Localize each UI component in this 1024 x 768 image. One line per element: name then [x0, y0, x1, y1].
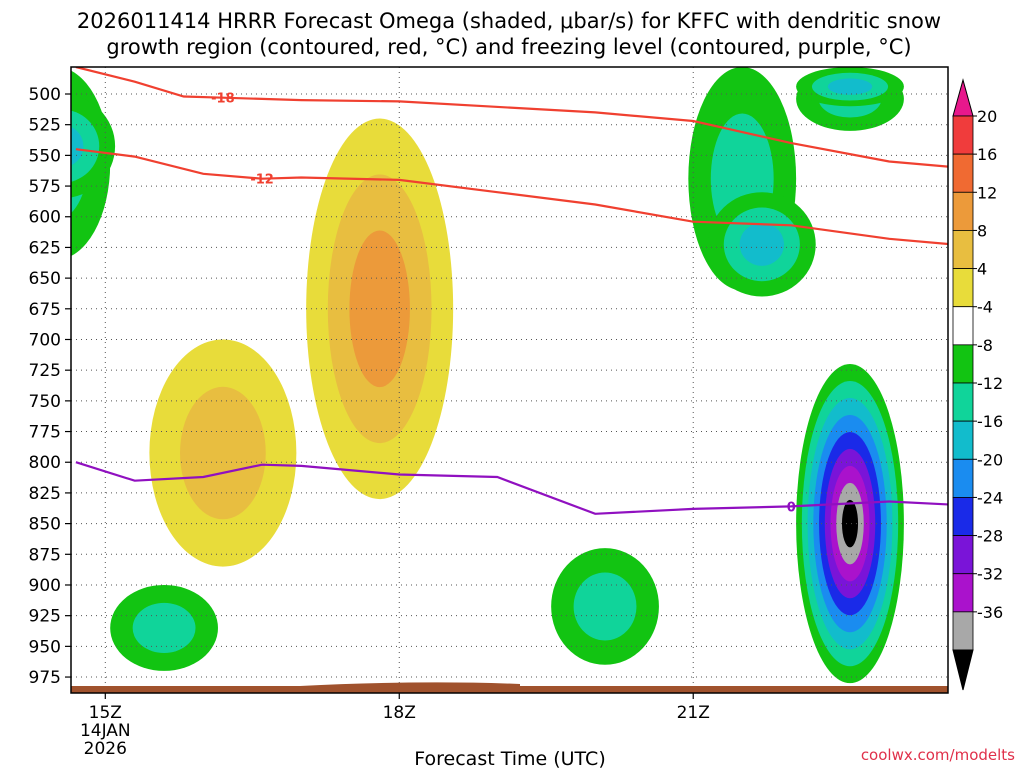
omega-region [71, 126, 84, 166]
colorbar-bin [952, 458, 974, 498]
terrain-bump [300, 682, 520, 686]
contour-label: 0 [787, 500, 796, 515]
y-tick-label: 550 [29, 146, 61, 166]
colorbar-label: -8 [977, 336, 993, 355]
y-tick-label: 950 [29, 637, 61, 657]
y-tick-label: 525 [29, 116, 61, 136]
colorbar-bin [952, 497, 974, 536]
y-tick-label: 975 [29, 668, 61, 688]
colorbar-bin [952, 153, 974, 193]
y-tick-label: 750 [29, 392, 61, 412]
chart-title-line-1: 2026011414 HRRR Forecast Omega (shaded, … [77, 9, 941, 33]
x-tick-label: 21Z [677, 703, 710, 723]
contour-line [75, 67, 948, 168]
contour-lines: -18-18-12-120 [75, 67, 948, 515]
contour-label: -18 [211, 92, 235, 107]
omega-region [180, 386, 266, 520]
terrain-ground [71, 686, 948, 693]
credit-text: coolwx.com/modelts [861, 746, 1015, 764]
chart-title-line-2: growth region (contoured, red, °C) and f… [106, 35, 911, 59]
omega-region [827, 78, 873, 95]
y-tick-label: 825 [29, 484, 61, 504]
colorbar-label: -24 [977, 488, 1003, 507]
omega-region [71, 110, 100, 182]
x-tick-year: 2026 [84, 739, 127, 759]
y-tick-label: 800 [29, 453, 61, 473]
omega-region [739, 222, 785, 266]
colorbar-bin [952, 420, 974, 460]
colorbar-label: 12 [977, 183, 997, 202]
y-tick-label: 700 [29, 330, 61, 350]
colorbar-bin [952, 344, 974, 384]
colorbar-bin [952, 230, 974, 269]
colorbar-label: 4 [977, 260, 987, 279]
colorbar-bin [952, 611, 974, 651]
y-tick-label: 675 [29, 300, 61, 320]
omega-region [132, 602, 196, 654]
x-tick-date: 14JAN [80, 721, 131, 741]
plot-frame [70, 66, 949, 694]
plot-area: -18-18-12-120 [71, 67, 948, 693]
y-tick-label: 900 [29, 576, 61, 596]
colorbar-label: -12 [977, 374, 1003, 393]
colorbar-label: -36 [977, 603, 1003, 622]
colorbar: 20 16 12 8 4 -4 -8 -12 -16 -20 -24 -28 -32 -36 [952, 78, 1003, 691]
colorbar-bin [952, 268, 974, 308]
colorbar-label: 8 [977, 221, 987, 240]
colorbar-label: -16 [977, 412, 1003, 431]
colorbar-top-arrow [952, 78, 974, 117]
y-tick-label: 600 [29, 208, 61, 228]
x-tick-label: 18Z [383, 703, 416, 723]
colorbar-bin [952, 535, 974, 575]
colorbar-label: -4 [977, 298, 993, 317]
contour-label: -12 [250, 173, 274, 188]
x-tick-label: 15Z [89, 703, 122, 723]
y-axis: 500 525 550 575 600 625 650 675 700 725 750 775 800 8… [29, 85, 71, 688]
contour-line [75, 148, 948, 246]
omega-shading [71, 67, 904, 684]
omega-region [841, 499, 859, 548]
y-tick-label: 875 [29, 545, 61, 565]
colorbar-label: -28 [977, 527, 1003, 546]
x-axis-title: Forecast Time (UTC) [414, 748, 605, 768]
y-tick-label: 850 [29, 515, 61, 535]
colorbar-label: 20 [977, 107, 997, 126]
grid-lines [71, 67, 948, 693]
y-tick-label: 625 [29, 238, 61, 258]
colorbar-label: -20 [977, 450, 1003, 469]
omega-region [349, 230, 410, 388]
y-tick-label: 500 [29, 85, 61, 105]
contour-line [75, 461, 948, 515]
colorbar-bin [952, 382, 974, 422]
y-tick-label: 725 [29, 361, 61, 381]
y-tick-label: 575 [29, 177, 61, 197]
colorbar-bin [952, 573, 974, 613]
colorbar-label: -32 [977, 565, 1003, 584]
colorbar-bin [952, 115, 974, 155]
colorbar-label: 16 [977, 145, 997, 164]
colorbar-bin [952, 191, 974, 231]
y-tick-label: 925 [29, 607, 61, 627]
y-tick-label: 650 [29, 269, 61, 289]
y-tick-label: 775 [29, 423, 61, 443]
omega-region [573, 572, 637, 641]
colorbar-bin [952, 306, 974, 346]
colorbar-bottom-arrow [952, 649, 974, 691]
